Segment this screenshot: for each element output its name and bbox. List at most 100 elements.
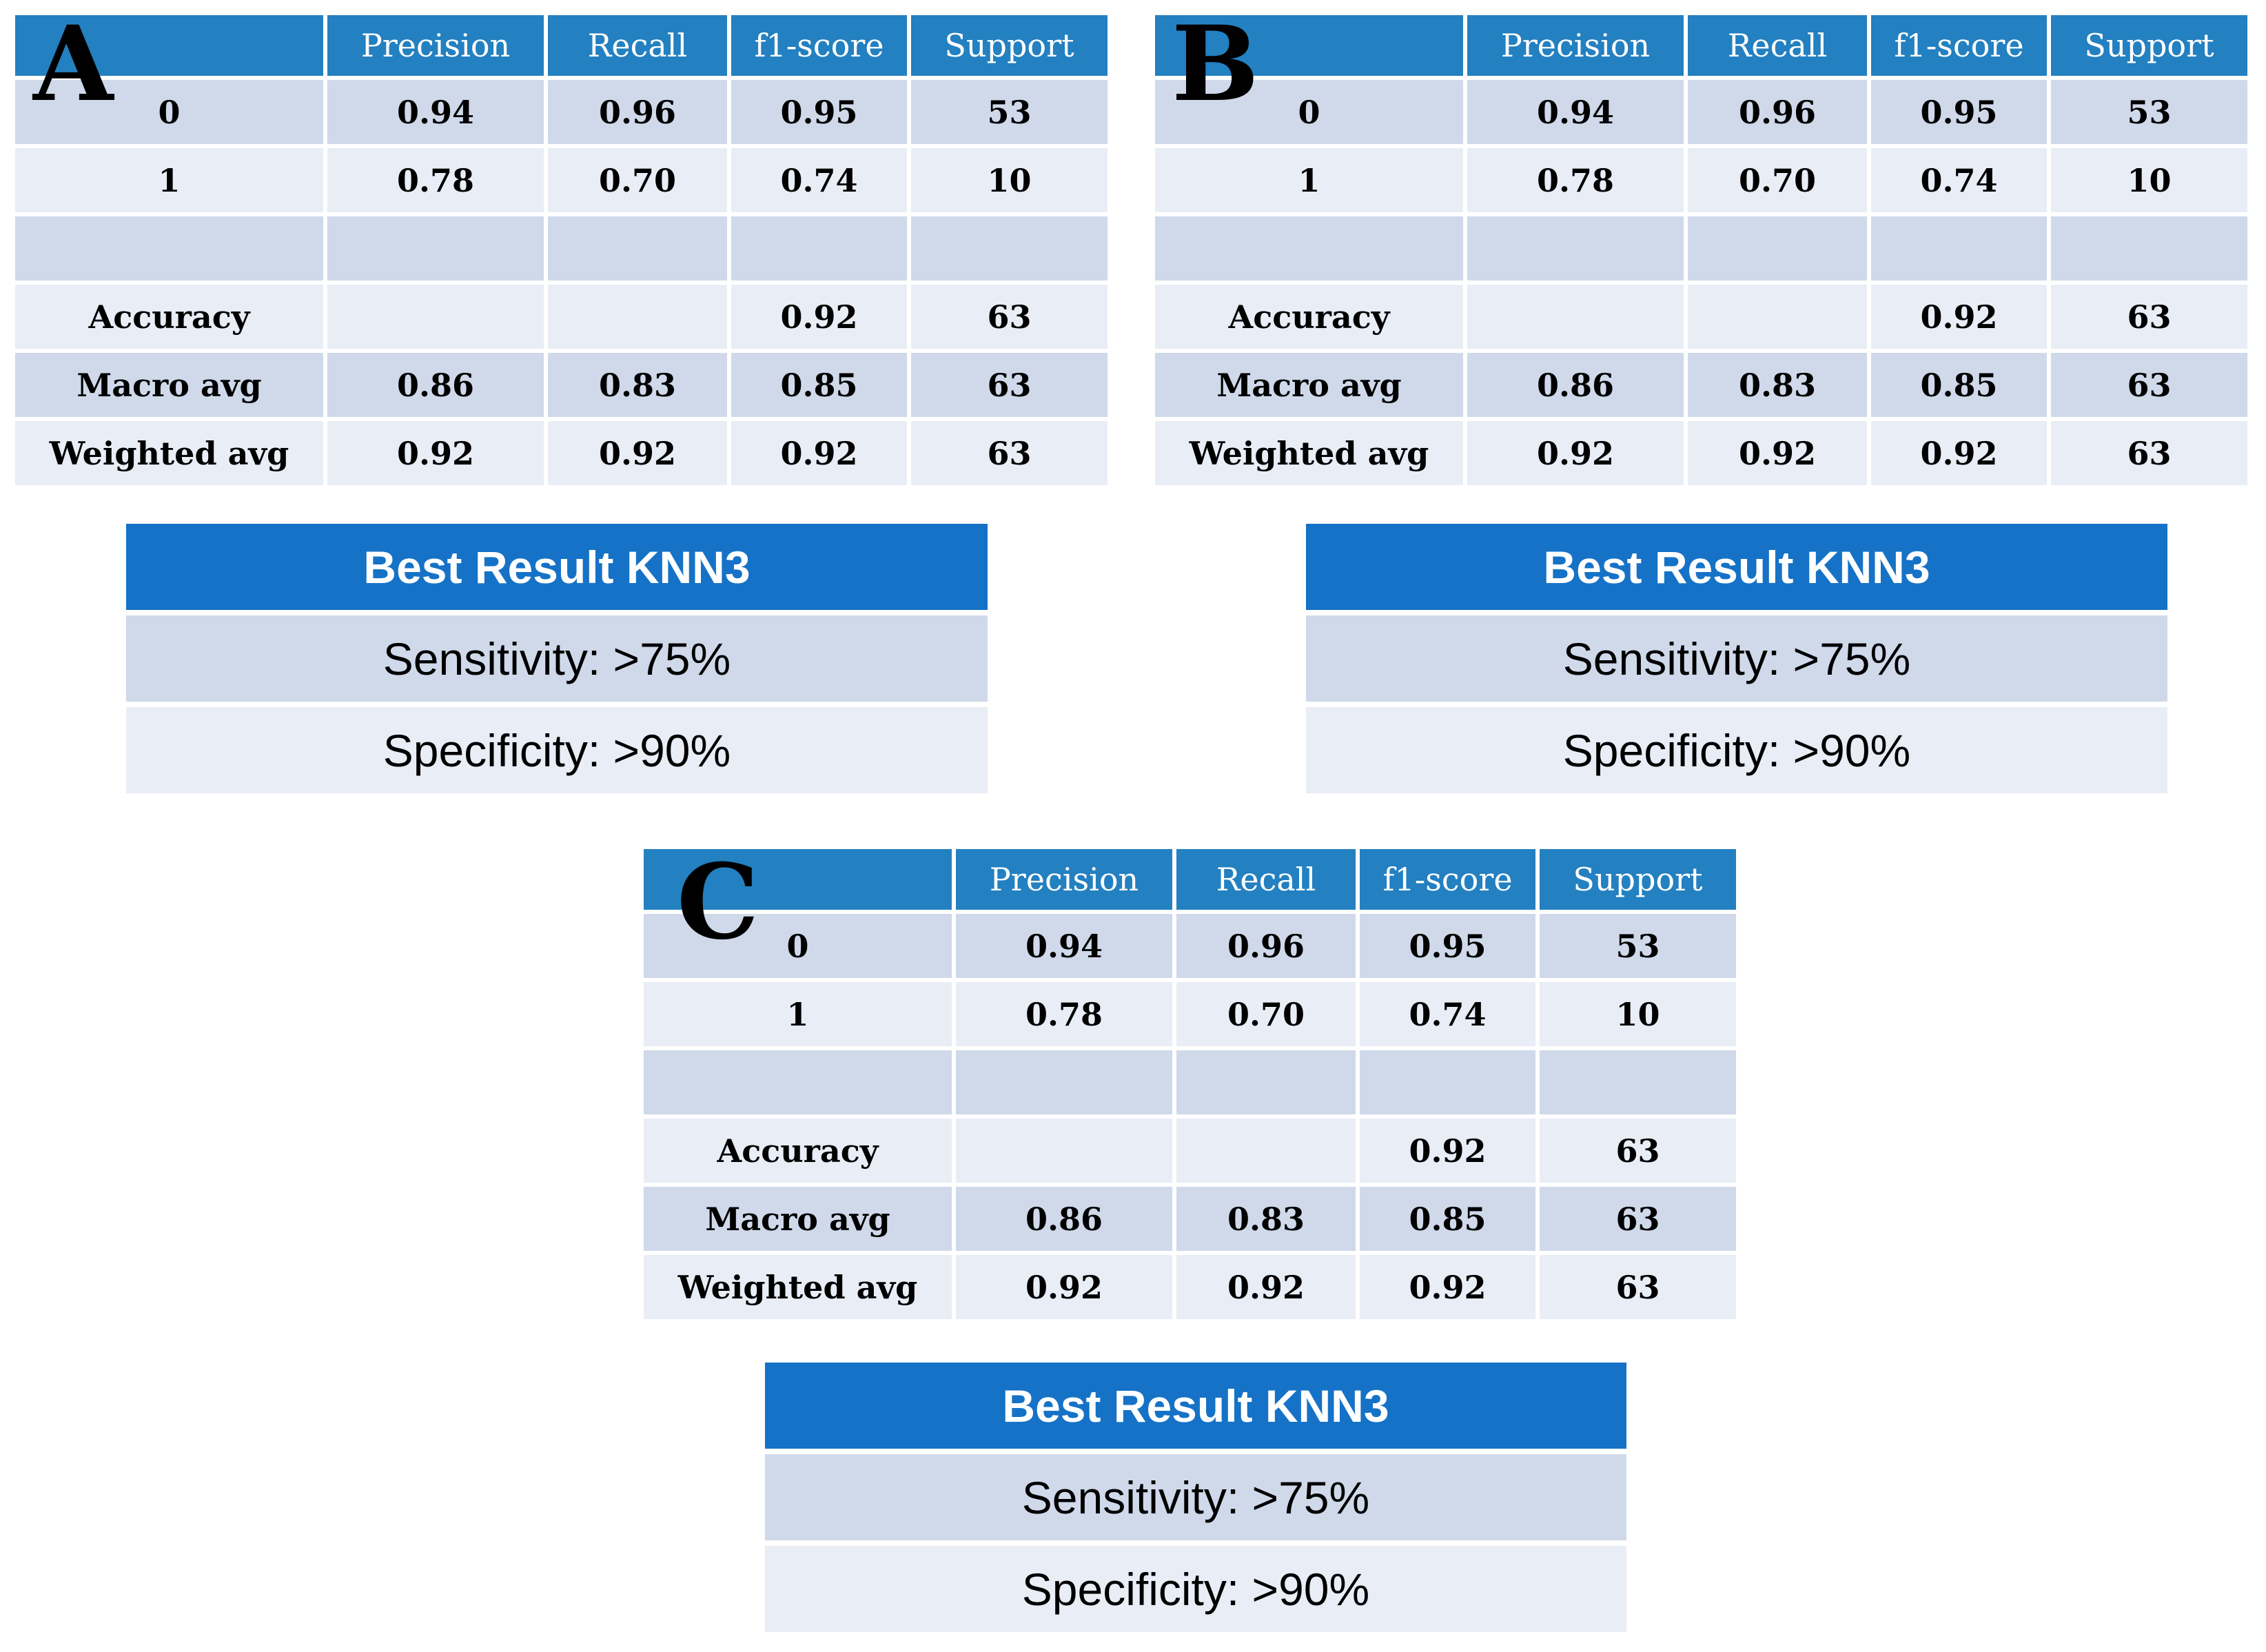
support-cell: 63 [911,285,1108,349]
support-cell: 53 [1540,914,1736,978]
precision-cell [327,216,544,281]
f1-score-cell: 0.92 [731,285,907,349]
header-corner-cell [1155,15,1463,76]
header-corner-cell [644,849,952,910]
table-row: 1 0.78 0.70 0.74 10 [644,982,1736,1046]
row-label-cell [15,216,323,281]
support-cell: 53 [2051,80,2247,144]
table-row: 1 0.78 0.70 0.74 10 [15,148,1108,212]
support-cell: 10 [911,148,1108,212]
row-label-cell [1155,216,1463,281]
precision-cell [1467,216,1684,281]
classification-report-table: Precision Recall f1-score Support 0 0.94 0.96… [11,11,1112,489]
recall-cell: 0.96 [1176,914,1356,978]
f1-score-cell: 0.85 [1360,1187,1535,1251]
summary-title: Best Result KNN3 [765,1363,1626,1449]
row-label-cell: Accuracy [644,1119,952,1183]
recall-cell: 0.83 [548,353,727,417]
precision-cell [1467,285,1684,349]
row-label-cell: Macro avg [1155,353,1463,417]
column-header: f1-score [1871,15,2047,76]
row-label-cell: Weighted avg [644,1255,952,1319]
summary-sensitivity: Sensitivity: >75% [126,615,988,702]
row-label-cell: 1 [15,148,323,212]
precision-cell: 0.86 [327,353,544,417]
row-label-cell: Weighted avg [15,421,323,485]
support-cell: 63 [911,353,1108,417]
column-header: Recall [1688,15,1867,76]
recall-cell [1176,1119,1356,1183]
summary-sensitivity: Sensitivity: >75% [1306,615,2167,702]
panel-letter: C [677,842,759,963]
f1-score-cell: 0.74 [731,148,907,212]
row-label-cell [644,1050,952,1114]
header-row: Precision Recall f1-score Support [15,15,1108,76]
row-label-cell: 0 [1155,80,1463,144]
header-corner-cell [15,15,323,76]
classification-report-table: Precision Recall f1-score Support 0 0.94 0.96… [1151,11,2252,489]
row-label-cell: 0 [15,80,323,144]
table-row: 0 0.94 0.96 0.95 53 [15,80,1108,144]
column-header: Precision [327,15,544,76]
row-label-cell: Accuracy [1155,285,1463,349]
precision-cell: 0.78 [327,148,544,212]
support-cell: 63 [1540,1187,1736,1251]
row-label-cell: Macro avg [15,353,323,417]
support-cell: 63 [2051,421,2247,485]
row-label-cell: 1 [644,982,952,1046]
precision-cell [327,285,544,349]
precision-cell: 0.92 [1467,421,1684,485]
row-label-cell: 0 [644,914,952,978]
recall-cell: 0.92 [1176,1255,1356,1319]
row-label-cell: Macro avg [644,1187,952,1251]
row-label-cell: Accuracy [15,285,323,349]
column-header: Support [1540,849,1736,910]
recall-cell [1688,285,1867,349]
recall-cell: 0.83 [1688,353,1867,417]
table-row [1155,216,2247,281]
summary-title: Best Result KNN3 [126,524,988,610]
recall-cell: 0.83 [1176,1187,1356,1251]
table-row: Macro avg 0.86 0.83 0.85 63 [1155,353,2247,417]
precision-cell: 0.92 [327,421,544,485]
recall-cell: 0.70 [1688,148,1867,212]
table-row: Accuracy 0.92 63 [15,285,1108,349]
recall-cell: 0.92 [1688,421,1867,485]
column-header: f1-score [1360,849,1535,910]
summary-box-a: Best Result KNN3 Sensitivity: >75% Speci… [126,524,988,799]
summary-specificity: Specificity: >90% [126,707,988,793]
table-row: Macro avg 0.86 0.83 0.85 63 [644,1187,1736,1251]
support-cell: 10 [2051,148,2247,212]
panel-a: A Precision Recall f1-score Support 0 0.94 0.… [15,3,1108,485]
recall-cell [548,216,727,281]
support-cell: 63 [2051,285,2247,349]
support-cell [2051,216,2247,281]
column-header: f1-score [731,15,907,76]
f1-score-cell: 0.92 [731,421,907,485]
table-row: 0 0.94 0.96 0.95 53 [644,914,1736,978]
f1-score-cell: 0.95 [731,80,907,144]
precision-cell: 0.94 [956,914,1172,978]
precision-cell: 0.78 [1467,148,1684,212]
f1-score-cell: 0.95 [1871,80,2047,144]
f1-score-cell: 0.95 [1360,914,1535,978]
panel-letter: A [33,3,114,125]
precision-cell: 0.86 [956,1187,1172,1251]
table-row: Weighted avg 0.92 0.92 0.92 63 [15,421,1108,485]
recall-cell: 0.70 [548,148,727,212]
panel-b: B Precision Recall f1-score Support 0 0.94 0.… [1155,12,2247,485]
support-cell [1540,1050,1736,1114]
precision-cell: 0.94 [1467,80,1684,144]
f1-score-cell: 0.92 [1871,421,2047,485]
recall-cell [1688,216,1867,281]
support-cell: 63 [1540,1119,1736,1183]
summary-box-b: Best Result KNN3 Sensitivity: >75% Speci… [1306,524,2167,799]
precision-cell: 0.92 [956,1255,1172,1319]
table-row: Macro avg 0.86 0.83 0.85 63 [15,353,1108,417]
table-row: Accuracy 0.92 63 [1155,285,2247,349]
f1-score-cell [1871,216,2047,281]
recall-cell [548,285,727,349]
f1-score-cell: 0.85 [731,353,907,417]
support-cell: 63 [1540,1255,1736,1319]
support-cell: 53 [911,80,1108,144]
